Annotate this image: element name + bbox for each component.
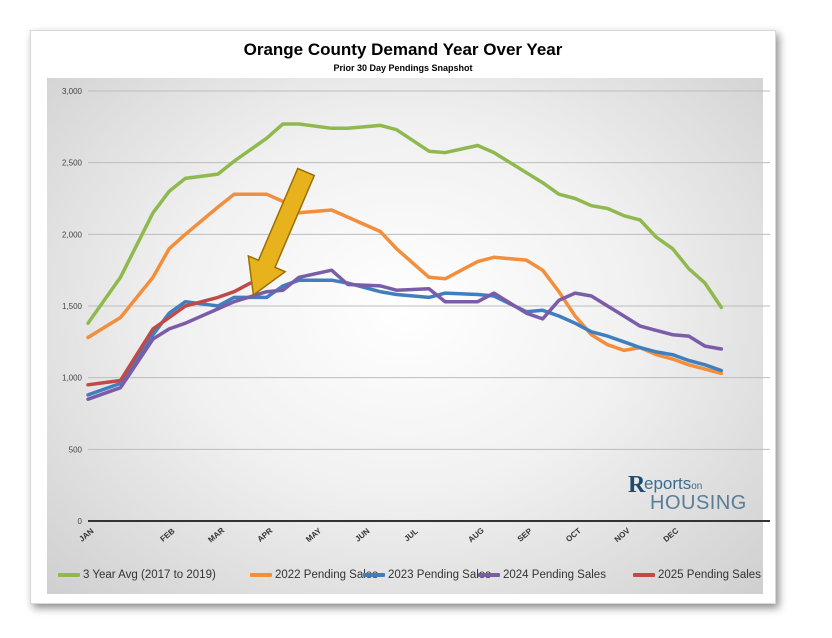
chart-title: Orange County Demand Year Over Year <box>243 40 563 59</box>
logo-on: on <box>691 481 703 492</box>
legend-swatch <box>250 572 272 577</box>
gridlines <box>88 90 770 522</box>
logo-text-reports: eportson <box>644 474 702 494</box>
y-tick-label: 2,000 <box>62 230 83 239</box>
x-tick-label: SEP <box>516 526 535 544</box>
logo-mark: R <box>628 472 646 498</box>
chart-legend: 3 Year Avg (2017 to 2019) 2022 Pending Sa… <box>58 566 778 586</box>
logo-text-housing: HOUSING <box>650 492 747 514</box>
y-tick-label: 1,500 <box>62 302 83 311</box>
annotation-arrow <box>247 167 316 297</box>
legend-label: 2025 Pending Sales <box>658 569 761 581</box>
x-tick-label: MAY <box>304 526 323 544</box>
series-line <box>86 192 724 376</box>
legend-label: 2022 Pending Sales <box>275 569 378 581</box>
arrow-shape <box>247 167 316 297</box>
reports-on-housing-logo: R eportson HOUSING <box>628 470 758 518</box>
logo-reports: eports <box>644 474 692 493</box>
series-line <box>86 122 724 325</box>
arrow-icon <box>247 167 316 297</box>
series-line <box>86 278 724 397</box>
chart-frame: Orange County Demand Year Over Year Prio… <box>30 30 776 604</box>
x-tick-label: JUL <box>402 527 419 544</box>
series-line <box>86 268 724 401</box>
chart-subtitle: Prior 30 Day Pendings Snapshot <box>333 63 473 73</box>
legend-swatch <box>363 572 385 577</box>
legend-swatch <box>58 572 80 577</box>
legend-item: 2024 Pending Sales <box>478 566 606 584</box>
legend-item: 2023 Pending Sales <box>363 566 491 584</box>
x-tick-label: APR <box>256 526 275 544</box>
series-line <box>86 281 253 387</box>
x-tick-label: AUG <box>466 526 485 544</box>
x-tick-label: JUN <box>353 526 371 543</box>
plot-background <box>47 78 763 594</box>
legend-swatch <box>478 572 500 577</box>
y-axis-ticks: 0 500 1,000 1,500 2,000 2,500 3,000 <box>62 87 83 526</box>
legend-label: 2024 Pending Sales <box>503 569 606 581</box>
legend-item: 2022 Pending Sales <box>250 566 378 584</box>
x-axis-ticks: JAN FEB MAR APR MAY JUN JUL AUG SEP OCT NOV DEC <box>77 526 680 545</box>
x-tick-label: NOV <box>613 526 633 544</box>
legend-item: 2025 Pending Sales <box>633 566 761 584</box>
x-tick-label: FEB <box>159 526 177 543</box>
x-tick-label: OCT <box>564 526 583 544</box>
legend-item: 3 Year Avg (2017 to 2019) <box>58 566 216 584</box>
y-tick-label: 0 <box>78 517 83 526</box>
legend-label: 3 Year Avg (2017 to 2019) <box>83 569 216 581</box>
y-tick-label: 1,000 <box>62 374 83 383</box>
series-lines <box>86 122 724 401</box>
y-tick-label: 500 <box>69 445 83 454</box>
y-tick-label: 2,500 <box>62 159 83 168</box>
x-tick-label: DEC <box>662 526 681 544</box>
y-tick-label: 3,000 <box>62 87 83 96</box>
legend-label: 2023 Pending Sales <box>388 569 491 581</box>
legend-swatch <box>633 572 655 577</box>
x-tick-label: MAR <box>206 526 226 545</box>
x-tick-label: JAN <box>77 526 95 543</box>
